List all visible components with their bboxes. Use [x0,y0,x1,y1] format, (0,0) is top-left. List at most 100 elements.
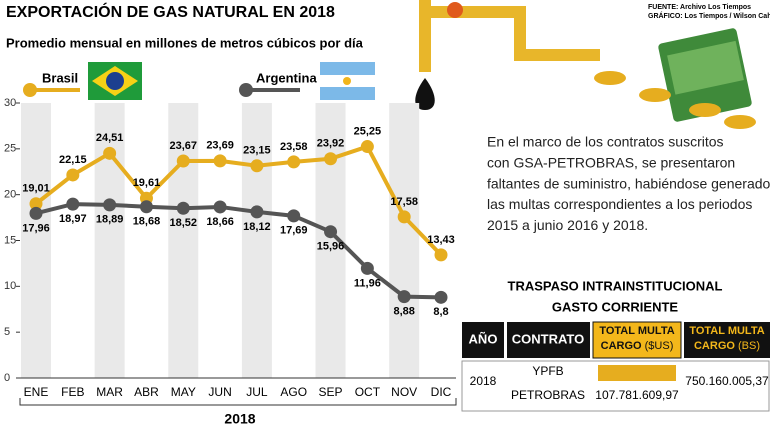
header-cell [507,322,590,358]
data-label: 13,43 [427,234,455,246]
flag-argentina [320,62,375,100]
point [29,206,43,220]
note-line: 2015 a junio 2016 y 2018. [487,217,648,233]
point [250,159,264,173]
data-label: 25,25 [354,125,382,137]
data-label: 19,61 [133,177,161,189]
data-label: 23,69 [206,140,234,152]
point [287,155,301,169]
data-label: 22,15 [59,154,87,166]
bracket [19,398,457,406]
column-band [168,103,199,378]
drop [415,78,435,110]
y-tick-label: 15 [4,234,16,246]
data-label: 15,96 [317,241,345,253]
y-tick-label: 0 [4,372,10,384]
point [29,197,43,211]
data-label: 18,52 [170,217,198,229]
data-label: 8,88 [393,306,414,318]
point [250,205,264,219]
series-line [34,144,443,257]
illustration [88,0,756,129]
column-band [241,103,272,378]
table-header: AÑO [469,331,498,346]
point [397,210,411,224]
y-tick-label: 30 [4,97,16,109]
table-cell: YPFB [532,364,563,378]
coin [724,115,756,129]
point [66,168,80,182]
table-cell: PETROBRAS [511,388,585,402]
header-cell [684,322,770,358]
title: EXPORTACIÓN DE GAS NATURAL EN 2018 [6,2,335,21]
x-tick-label: ENE [24,385,49,399]
data-label: 18,89 [96,214,124,226]
table-cell: 750.160.005,37 [685,374,769,388]
data-label: 19,01 [22,183,50,195]
point [397,290,411,304]
header-cell [462,322,504,358]
data-label: 17,58 [390,196,418,208]
source: FUENTE: Archivo Los Tiempos [648,4,751,11]
data-label: 23,15 [243,145,271,157]
flag-brazil [88,62,142,100]
highlight [598,365,676,381]
point [360,140,374,154]
column-band [389,103,420,378]
header-unit: (BS) [738,340,760,352]
x-tick-label: SEP [319,385,343,399]
x-tick-label: ABR [134,385,159,399]
x-tick-label: DIC [431,385,452,399]
data-label: 23,92 [317,138,345,150]
data-label: 23,67 [170,140,198,152]
table-cell: 107.781.609,97 [595,388,679,402]
table-header: CARGO ($US) [601,340,674,352]
column-band [21,103,51,378]
table-cell: 2018 [470,374,497,388]
x-axis-label: 2018 [224,411,255,427]
coin [689,103,721,117]
y-tick-label: 10 [4,280,16,292]
x-tick-label: MAR [96,385,123,399]
point [103,198,117,212]
valve [447,2,463,18]
table-title: GASTO CORRIENTE [552,299,678,314]
table-title: TRASPASO INTRAINSTITUCIONAL [508,278,723,293]
point [360,261,374,275]
table-row [461,360,770,412]
subtitle: Promedio mensual en millones de metros c… [6,35,364,50]
header-main: CARGO [694,340,735,352]
point [176,154,190,168]
x-tick-label: FEB [61,385,84,399]
point [434,290,448,304]
column-band [94,103,125,378]
legend-marker [239,83,253,97]
note-line: con GSA-PETROBRAS, se presentaron [487,155,735,171]
point [324,152,338,166]
source: GRÁFICO: Los Tiempos / Wilson Cahuaya [648,11,770,20]
note-line: En el marco de los contratos suscritos [487,134,724,150]
data-label: 11,96 [354,277,381,289]
pipe [419,0,600,72]
table-header: TOTAL MULTA [689,325,764,337]
header-main: CARGO [601,340,642,352]
legend-label: Argentina [256,70,317,85]
x-tick-label: JUN [208,385,231,399]
data-label: 17,69 [280,225,308,237]
point [287,209,301,223]
point [434,248,448,262]
header-unit: ($US) [645,340,674,352]
money [667,40,744,95]
point [66,197,80,211]
data-label: 18,66 [206,216,234,228]
coin [594,71,626,85]
point [213,154,227,168]
x-tick-label: NOV [391,385,417,399]
x-tick-label: AGO [280,385,307,399]
x-tick-label: JUL [246,385,268,399]
legend-label: Brasil [42,70,78,85]
y-tick-label: 5 [4,326,10,338]
y-tick-label: 25 [4,143,16,155]
note-line: las multas correspondientes a los period… [487,196,752,212]
